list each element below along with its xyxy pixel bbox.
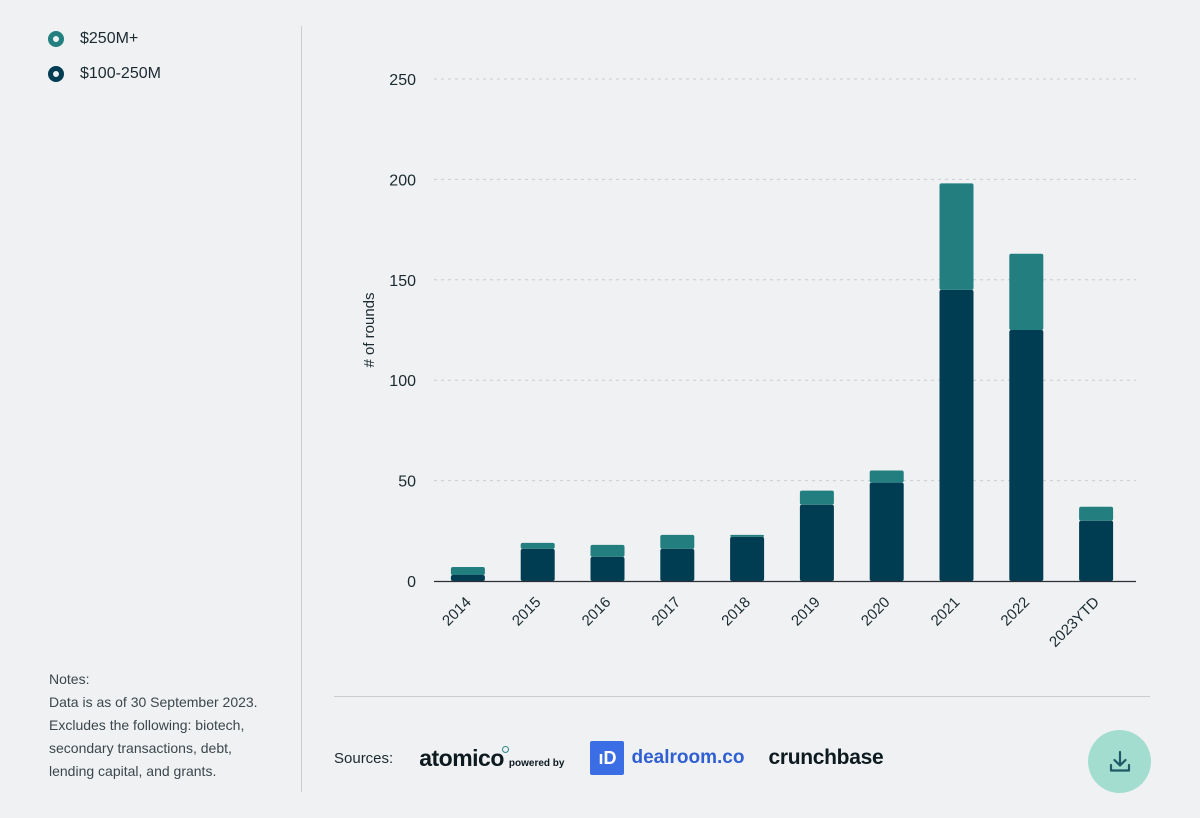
notes-line: Data is as of 30 September 2023. (49, 694, 258, 710)
legend-marker-icon (48, 31, 64, 47)
legend-marker-icon (48, 66, 64, 82)
x-tick-label: 2017 (649, 594, 685, 630)
x-tick-label: 2019 (788, 594, 824, 630)
x-axis-ticks: 2014 2015 2016 2017 2018 2019 2020 2021 2022 2023… (439, 594, 1103, 651)
dealroom-icon: ıD (590, 741, 625, 775)
atomico-logo: atomico powered by (419, 745, 564, 772)
y-axis-label: # of rounds (361, 292, 378, 367)
bar-2015-250m-plus[interactable] (520, 542, 555, 549)
x-tick-label: 2015 (509, 594, 545, 630)
x-tick-label: 2014 (439, 594, 475, 630)
bar-2019-250m-plus[interactable] (799, 490, 834, 505)
y-tick-label: 100 (389, 373, 416, 390)
x-tick-label: 2020 (858, 594, 894, 630)
legend-item-100-250m[interactable]: $100-250M (48, 63, 161, 85)
notes-heading: Notes: (49, 671, 90, 687)
x-tick-label: 2016 (579, 594, 615, 630)
y-tick-label: 0 (407, 574, 416, 591)
bar-2022-100-250m[interactable] (1009, 330, 1044, 581)
notes-line: lending capital, and grants. (49, 763, 217, 779)
bar-2020-100-250m[interactable] (869, 482, 904, 581)
bar-2014-100-250m[interactable] (450, 574, 485, 581)
legend-label: $250M+ (80, 30, 139, 47)
sources-label: Sources: (334, 749, 394, 767)
bar-2021-100-250m[interactable] (939, 289, 974, 581)
x-tick-label: 2022 (998, 594, 1034, 630)
bar-2016-100-250m[interactable] (590, 556, 625, 581)
bar-2017-250m-plus[interactable] (660, 534, 695, 549)
powered-by-text: powered by (508, 757, 565, 769)
dealroom-wordmark: dealroom.co (631, 747, 745, 768)
y-tick-label: 250 (389, 72, 416, 89)
bar-2023YTD-250m-plus[interactable] (1079, 506, 1114, 521)
horizontal-divider (334, 696, 1150, 697)
bar-2021-250m-plus[interactable] (939, 183, 974, 290)
bar-2018-250m-plus[interactable] (730, 534, 765, 537)
bar-2019-100-250m[interactable] (799, 504, 834, 581)
bar-2018-100-250m[interactable] (730, 536, 765, 581)
vertical-divider (301, 26, 302, 792)
y-tick-label: 50 (398, 474, 416, 491)
bar-2023YTD-100-250m[interactable] (1079, 520, 1114, 581)
bar-2020-250m-plus[interactable] (869, 470, 904, 483)
legend-label: $100-250M (80, 65, 161, 82)
bar-2014-250m-plus[interactable] (450, 566, 485, 575)
bar-2016-250m-plus[interactable] (590, 544, 625, 557)
left-panel: $250M+ $100-250M Notes: Data is as of 30… (0, 0, 300, 818)
x-tick-label: 2021 (928, 594, 964, 630)
notes-line: secondary transactions, debt, (49, 740, 232, 756)
legend-item-250m-plus[interactable]: $250M+ (48, 28, 161, 50)
sources-bar: Sources: atomico powered by ıD dealroom.… (334, 738, 884, 778)
chart-notes: Notes: Data is as of 30 September 2023. … (49, 668, 258, 783)
x-tick-label: 2023YTD (1046, 594, 1103, 651)
chart-legend: $250M+ $100-250M (48, 28, 161, 98)
bars (450, 183, 1114, 581)
crunchbase-logo: crunchbase (768, 746, 884, 769)
bar-2022-250m-plus[interactable] (1009, 253, 1044, 330)
bar-2015-100-250m[interactable] (520, 548, 555, 581)
y-tick-label: 200 (389, 172, 416, 189)
y-tick-label: 150 (389, 273, 416, 290)
dealroom-logo: ıD dealroom.co (590, 741, 744, 775)
bar-chart: 0 50 100 150 200 250 2014 2015 2016 2017 2018 2019… (361, 72, 1136, 651)
atomico-wordmark: atomico (419, 745, 509, 772)
bar-2017-100-250m[interactable] (660, 548, 695, 581)
x-tick-label: 2018 (718, 594, 754, 630)
gridlines (434, 78, 1136, 482)
download-icon (1109, 750, 1130, 772)
y-axis-ticks: 0 50 100 150 200 250 (389, 72, 416, 591)
notes-line: Excludes the following: biotech, (49, 717, 245, 733)
download-button[interactable] (1088, 730, 1151, 793)
